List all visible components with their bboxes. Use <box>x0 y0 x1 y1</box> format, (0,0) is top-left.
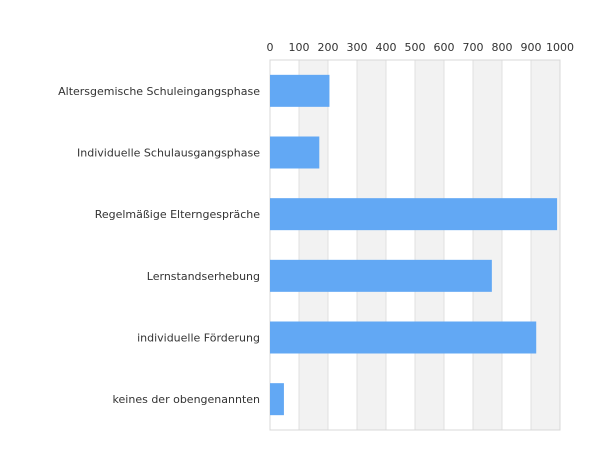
grid-band <box>531 60 560 430</box>
bar <box>270 259 492 292</box>
bar <box>270 321 537 354</box>
x-tick-label: 300 <box>347 41 368 54</box>
x-tick-label: 1000 <box>546 41 574 54</box>
x-tick-label: 100 <box>289 41 310 54</box>
x-tick-label: 600 <box>434 41 455 54</box>
category-label: keines der obengenannten <box>113 393 260 406</box>
bar <box>270 198 558 231</box>
category-label: Altersgemische Schuleingangsphase <box>58 85 260 98</box>
plot-border <box>269 59 561 431</box>
grid-band <box>357 60 386 430</box>
x-tick-label: 500 <box>405 41 426 54</box>
x-tick-label: 800 <box>492 41 513 54</box>
x-tick-label: 200 <box>318 41 339 54</box>
category-label: Individuelle Schulausgangsphase <box>77 147 260 160</box>
category-label: individuelle Förderung <box>137 332 260 345</box>
bar <box>270 74 330 107</box>
bar <box>270 136 320 169</box>
category-label: Regelmäßige Elterngespräche <box>95 208 261 221</box>
x-tick-label: 900 <box>521 41 542 54</box>
grid-band <box>299 60 328 430</box>
grid-band <box>473 60 502 430</box>
bar <box>270 383 284 416</box>
x-tick-label: 400 <box>376 41 397 54</box>
category-label: Lernstandserhebung <box>147 270 260 283</box>
grid-band <box>415 60 444 430</box>
x-tick-label: 0 <box>267 41 274 54</box>
x-tick-label: 700 <box>463 41 484 54</box>
